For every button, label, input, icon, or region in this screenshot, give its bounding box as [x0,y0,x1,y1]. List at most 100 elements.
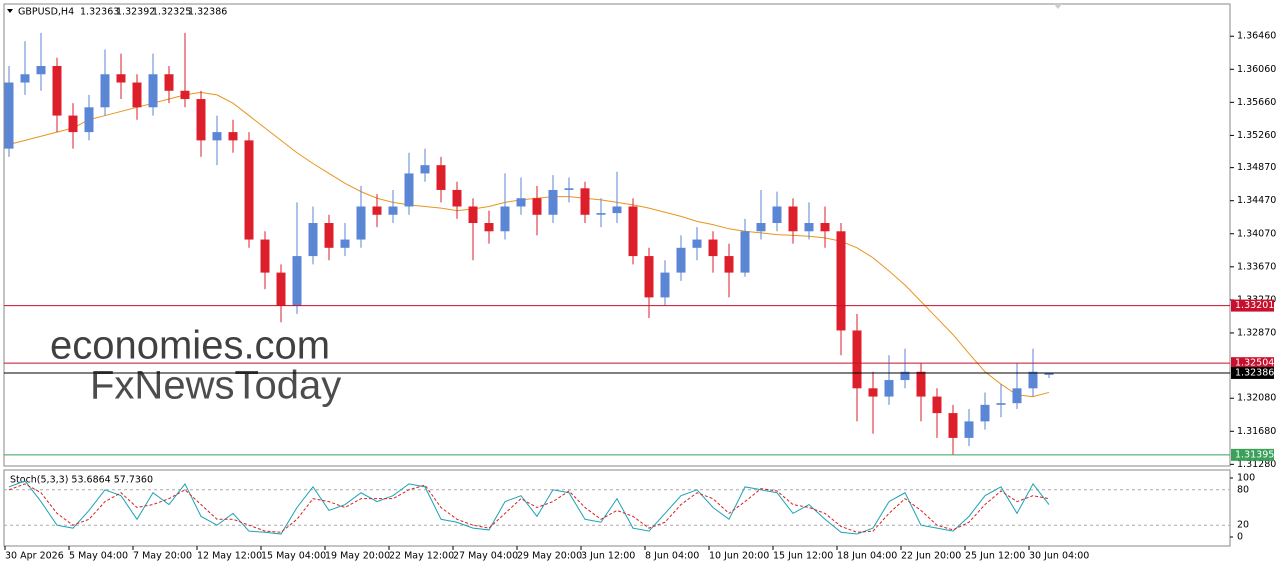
candle-body [52,65,62,116]
y-tick-label: 1.36060 [1237,64,1276,75]
candle-body [84,107,94,133]
x-tick-label: 15 Jun 12:00 [773,551,833,562]
stoch-panel [3,469,1231,547]
stoch-title: Stoch(5,3,3) 53.6864 57.7360 [10,475,153,486]
candle-body [1028,371,1038,389]
candle-body [260,239,270,273]
candle-body [484,223,494,232]
y-tick-label: 1.34470 [1237,195,1276,206]
y-tick-label: 1.35660 [1237,97,1276,108]
candle-body [708,239,718,257]
candle-body [116,74,126,83]
y-tick-label: 1.34070 [1237,228,1276,239]
y-tick-label: 1.31280 [1237,459,1276,470]
candle-body [356,206,366,240]
x-tick-label: 7 May 20:00 [133,551,192,562]
candle-body [980,404,990,422]
candle-body [868,388,878,397]
candle-body [996,403,1006,405]
candle-body [564,188,574,190]
candle-body [180,90,190,100]
candle-body [660,272,670,298]
y-tick-label: 1.32870 [1237,327,1276,338]
watermark: FxNewsToday [90,364,341,408]
candle-body [324,223,334,248]
x-tick-label: 22 Jun 20:00 [901,551,961,562]
header-value: 1.32363 [80,7,119,18]
y-tick-label: 1.35260 [1237,130,1276,141]
price-tag-label: 1.32386 [1235,367,1274,378]
price-tag-label: 1.31395 [1235,449,1274,460]
y-tick-label: 1.36460 [1237,31,1276,42]
candle-body [964,421,974,438]
x-tick-label: 3 Jun 12:00 [581,551,635,562]
y-tick-label: 0 [1237,532,1243,543]
candle-body [804,223,814,232]
price-tag [1231,357,1274,370]
candle-body [932,396,942,414]
candle-body [68,115,78,133]
x-tick-label: 22 May 12:00 [389,551,454,562]
candle-body [692,239,702,248]
candle-body [420,165,430,174]
candle-body [372,206,382,215]
x-tick-label: 27 May 04:00 [453,551,518,562]
candle-body [20,74,30,83]
x-tick-label: 19 May 20:00 [325,551,390,562]
candle-body [772,206,782,224]
candle-body [164,74,174,91]
candle-body [340,239,350,248]
watermark: economies.com [50,324,330,368]
stoch-line [8,483,1050,533]
x-tick-label: 30 Apr 2026 [5,551,64,562]
candle-body [132,82,142,108]
candle-body [644,256,654,298]
candle-body [388,206,398,215]
candle-body [596,213,606,215]
candle-body [308,223,318,257]
candle-body [548,189,558,215]
y-tick-label: 20 [1237,520,1249,531]
x-tick-label: 12 May 12:00 [197,551,262,562]
menu-arrow[interactable] [7,9,13,13]
x-tick-label: 10 Jun 20:00 [709,551,769,562]
candle-body [1012,388,1022,404]
price-tag-label: 1.33201 [1235,300,1274,311]
candle-body [836,231,846,331]
candle-body [468,206,478,224]
candle-body [228,132,238,141]
candle-body [788,206,798,232]
candle-body [36,65,46,75]
candle-body [676,247,686,273]
candle-body [292,256,302,306]
candle-body [724,256,734,273]
header-value: 1.32392 [116,7,155,18]
y-tick-label: 100 [1237,473,1255,484]
main-panel [3,3,1231,467]
candle-body [756,223,766,232]
y-tick-label: 1.34870 [1237,162,1276,173]
x-tick-label: 29 May 20:00 [517,551,582,562]
candle-body [404,173,414,207]
x-tick-label: 18 Jun 04:00 [837,551,897,562]
candle-body [900,371,910,381]
candle-body [884,380,894,397]
y-tick-label: 80 [1237,484,1249,495]
candle-body [820,223,830,232]
candle-body [516,198,526,207]
candle-body [4,82,14,149]
y-tick-label: 1.32080 [1237,393,1276,404]
x-tick-label: 25 Jun 12:00 [965,551,1025,562]
x-tick-label: 5 May 04:00 [69,551,128,562]
candle-body [276,272,286,306]
candle-body [628,206,638,257]
candle-body [100,74,110,108]
price-tag [1231,366,1274,379]
price-tag-label: 1.32504 [1235,358,1274,369]
candle-body [532,198,542,215]
candle-body [436,165,446,190]
x-tick-label: 8 Jun 04:00 [645,551,699,562]
symbol: GBPUSD,H4 [18,7,74,18]
candle-body [148,74,158,108]
